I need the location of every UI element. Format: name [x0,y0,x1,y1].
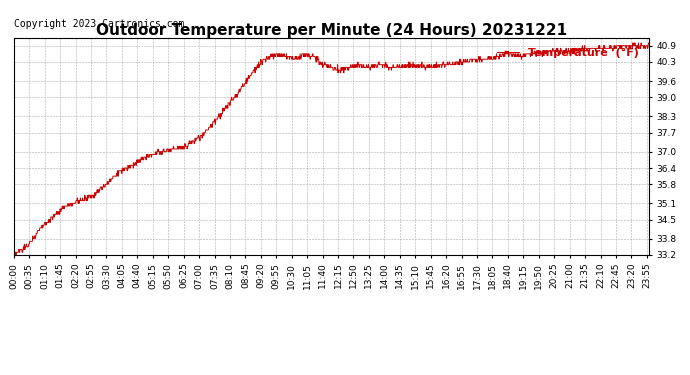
Line: Temperature  (°F): Temperature (°F) [14,43,649,255]
Temperature  (°F) [10,250,18,255]
Text: Copyright 2023 Cartronics.com: Copyright 2023 Cartronics.com [14,19,184,29]
Temperature  (°F) [222,106,230,111]
Temperature  (°F) [151,152,159,157]
Temperature  (°F) [10,253,19,257]
Legend: Temperature  (°F): Temperature (°F) [492,43,643,62]
Temperature  (°F) [644,41,653,45]
Temperature  (°F) [629,41,637,45]
Temperature  (°F) [513,52,522,56]
Title: Outdoor Temperature per Minute (24 Hours) 20231221: Outdoor Temperature per Minute (24 Hours… [96,22,566,38]
Temperature  (°F) [569,46,578,51]
Temperature  (°F) [136,160,144,165]
Temperature  (°F) [431,63,439,67]
